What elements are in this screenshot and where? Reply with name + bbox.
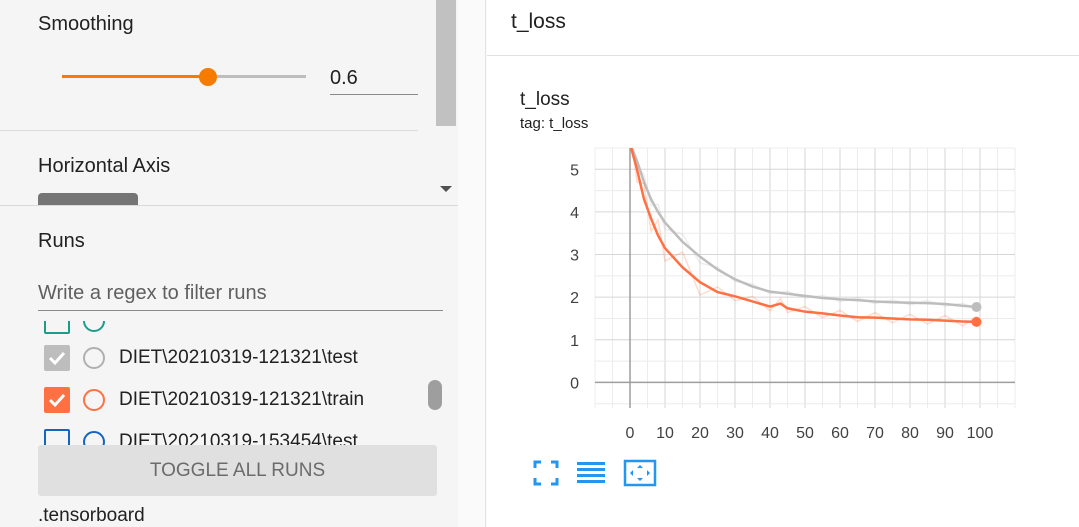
x-tick-label: 0 bbox=[626, 425, 635, 442]
y-tick-label: 0 bbox=[570, 375, 579, 392]
settings-panel: Smoothing Horizontal Axis bbox=[0, 0, 434, 205]
horizontal-axis-step-button[interactable] bbox=[38, 193, 138, 205]
x-tick-label: 50 bbox=[796, 425, 814, 442]
slider-thumb[interactable] bbox=[199, 68, 218, 86]
x-tick-label: 90 bbox=[936, 425, 954, 442]
y-tick-label: 1 bbox=[570, 333, 579, 350]
run-checkbox[interactable] bbox=[44, 345, 70, 371]
smoothing-value-input[interactable] bbox=[330, 62, 418, 95]
y-tick-label: 2 bbox=[570, 290, 579, 307]
chart-card: t_loss tag: t_loss 0 10 20 30 40 50 60 70 80 90 10… bbox=[487, 56, 1079, 527]
x-tick-label: 60 bbox=[831, 425, 849, 442]
smoothing-slider[interactable] bbox=[62, 66, 306, 86]
run-name: DIET\20210319-121321\test bbox=[119, 347, 358, 368]
x-tick-label: 30 bbox=[726, 425, 744, 442]
fullscreen-icon[interactable] bbox=[531, 458, 561, 488]
run-row[interactable]: DIET\20210319-153454\test bbox=[44, 425, 434, 447]
series-end-point bbox=[971, 301, 982, 312]
series-line bbox=[630, 148, 977, 309]
x-tick-label: 70 bbox=[866, 425, 884, 442]
x-tick-label: 80 bbox=[901, 425, 919, 442]
run-color-radio[interactable] bbox=[83, 321, 105, 332]
chart-title: t_loss bbox=[520, 89, 570, 110]
run-checkbox[interactable] bbox=[44, 387, 70, 413]
divider bbox=[0, 205, 458, 206]
run-row[interactable] bbox=[44, 321, 434, 334]
series-raw-line bbox=[631, 148, 977, 327]
slider-fill bbox=[62, 75, 209, 78]
series-end-point bbox=[971, 316, 982, 327]
sidebar: Smoothing Horizontal Axis Runs DIET\2021… bbox=[0, 0, 458, 527]
runs-label: Runs bbox=[38, 230, 85, 252]
smoothing-label: Smoothing bbox=[38, 13, 134, 35]
data-table-icon[interactable] bbox=[576, 458, 606, 488]
horizontal-axis-label: Horizontal Axis bbox=[38, 155, 171, 177]
x-tick-label: 20 bbox=[691, 425, 709, 442]
scalar-header: t_loss bbox=[487, 0, 1079, 56]
divider bbox=[485, 0, 486, 527]
scroll-down-arrow-icon[interactable] bbox=[440, 186, 452, 192]
chart-tag: tag: t_loss bbox=[520, 115, 589, 132]
run-list: DIET\20210319-121321\test DIET\20210319-1… bbox=[0, 321, 458, 447]
run-color-radio[interactable] bbox=[83, 347, 105, 369]
y-tick-label: 4 bbox=[570, 205, 579, 222]
toggle-all-runs-button[interactable]: TOGGLE ALL RUNS bbox=[38, 445, 437, 496]
fit-domain-icon[interactable] bbox=[623, 458, 657, 488]
series-raw-line bbox=[631, 148, 977, 310]
loss-chart[interactable]: 0 10 20 30 40 50 60 70 80 90 100 0 1 2 3 4 5 bbox=[487, 136, 1079, 456]
y-tick-label: 3 bbox=[570, 248, 579, 265]
runs-scroll-thumb[interactable] bbox=[428, 380, 442, 410]
run-color-radio[interactable] bbox=[83, 431, 105, 447]
series-line bbox=[629, 148, 977, 324]
header-title: t_loss bbox=[511, 10, 566, 33]
run-row[interactable]: DIET\20210319-121321\train bbox=[44, 383, 434, 413]
x-tick-label: 100 bbox=[967, 425, 994, 442]
divider bbox=[0, 130, 418, 131]
run-name: DIET\20210319-153454\test bbox=[119, 431, 358, 447]
runs-filter-input[interactable] bbox=[38, 276, 443, 311]
y-tick-label: 5 bbox=[570, 162, 579, 179]
settings-scroll-thumb[interactable] bbox=[436, 0, 456, 126]
logdir-label: .tensorboard bbox=[38, 505, 145, 526]
settings-scrollbar[interactable] bbox=[436, 0, 456, 205]
x-tick-label: 10 bbox=[656, 425, 674, 442]
run-row[interactable]: DIET\20210319-121321\test bbox=[44, 341, 434, 371]
run-name: DIET\20210319-121321\train bbox=[119, 389, 365, 410]
run-checkbox[interactable] bbox=[44, 321, 70, 334]
x-tick-label: 40 bbox=[761, 425, 779, 442]
run-color-radio[interactable] bbox=[83, 389, 105, 411]
run-checkbox[interactable] bbox=[44, 429, 70, 447]
